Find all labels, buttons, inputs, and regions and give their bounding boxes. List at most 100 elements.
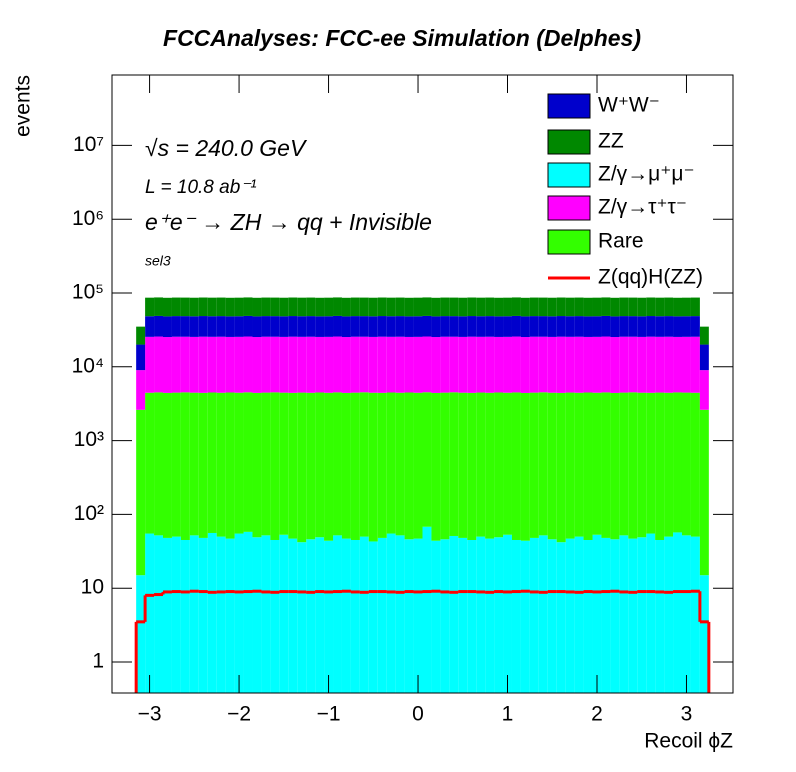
histogram-bar	[699, 326, 709, 345]
histogram-bar	[216, 297, 226, 317]
y-tick-label: 10⁴	[72, 354, 104, 377]
histogram-bar	[350, 297, 360, 317]
histogram-bar	[565, 297, 575, 317]
histogram-bar	[297, 297, 307, 317]
histogram-bar	[592, 392, 602, 535]
x-tick-label: 1	[502, 703, 514, 726]
histogram-bar	[225, 297, 235, 317]
histogram-bar	[511, 392, 521, 540]
histogram-bar	[485, 336, 495, 393]
x-tick-label: 2	[591, 703, 603, 726]
histogram-bar	[306, 316, 316, 337]
histogram-bar	[395, 535, 405, 693]
histogram-bar	[386, 336, 396, 393]
histogram-bar	[592, 297, 602, 317]
x-tick-label: −2	[227, 703, 251, 726]
histogram-bar	[315, 316, 325, 337]
histogram-bar	[189, 535, 199, 693]
histogram-bar	[458, 336, 468, 393]
histogram-bar	[699, 409, 709, 576]
histogram-bar	[368, 392, 378, 542]
histogram-bar	[207, 392, 217, 533]
histogram-bar	[547, 392, 557, 540]
histogram-bar	[449, 392, 459, 536]
histogram-bar	[655, 316, 665, 337]
histogram-bar	[315, 336, 325, 393]
histogram-bar	[449, 535, 459, 693]
histogram-bar	[386, 533, 396, 693]
histogram-bar	[440, 539, 450, 693]
histogram-bar	[243, 336, 253, 393]
histogram-bar	[163, 297, 172, 317]
histogram-bar	[681, 297, 691, 317]
histogram-bar	[440, 316, 450, 337]
histogram-bar	[243, 392, 253, 532]
histogram-bar	[386, 297, 396, 317]
histogram-bar	[368, 336, 378, 393]
histogram-bar	[458, 297, 468, 317]
y-tick-label: 10	[81, 576, 104, 599]
histogram-bar	[368, 541, 378, 693]
annotation: e⁺e⁻ → ZH → qq + Invisible	[145, 209, 432, 235]
histogram-bar	[485, 316, 495, 337]
histogram-bar	[511, 315, 521, 337]
histogram-bar	[529, 297, 539, 317]
histogram-bar	[538, 336, 548, 393]
histogram-bar	[673, 532, 682, 693]
histogram-bar	[136, 326, 146, 345]
histogram-bar	[279, 297, 289, 317]
histogram-bar	[520, 392, 530, 541]
histogram-bar	[574, 536, 584, 693]
histogram-bar	[171, 536, 181, 693]
histogram-bar	[270, 316, 280, 337]
histogram-bar	[297, 392, 307, 543]
histogram-bar	[350, 316, 360, 337]
histogram-bar	[449, 316, 459, 337]
legend-label: Rare	[598, 230, 644, 253]
histogram-bar	[252, 537, 262, 693]
histogram-bar	[538, 297, 548, 317]
histogram-bar	[350, 539, 360, 693]
histogram-bar	[619, 535, 629, 693]
histogram-bar	[324, 336, 334, 393]
histogram-bar	[619, 336, 629, 393]
histogram-bar	[315, 537, 325, 693]
histogram-bar	[673, 336, 682, 393]
histogram-bar	[154, 297, 164, 316]
histogram-bar	[681, 336, 691, 393]
histogram-bar	[458, 316, 468, 337]
histogram-bar	[279, 534, 289, 693]
histogram-bar	[646, 316, 656, 337]
histogram-bar	[315, 392, 325, 538]
histogram-bar	[476, 336, 486, 393]
histogram-bar	[404, 539, 414, 693]
histogram-bar	[252, 337, 262, 393]
histogram-bar	[404, 297, 414, 317]
histogram-bar	[279, 316, 289, 337]
histogram-bar	[574, 316, 584, 337]
histogram-bar	[386, 316, 396, 337]
histogram-bar	[288, 392, 298, 539]
histogram-bar	[619, 297, 629, 317]
histogram-bar	[673, 392, 682, 533]
histogram-bar	[431, 316, 441, 338]
histogram-bar	[565, 336, 575, 393]
histogram-bar	[422, 297, 432, 316]
histogram-bar	[664, 392, 674, 537]
histogram-bar	[243, 297, 253, 316]
histogram-bar	[306, 336, 316, 393]
histogram-bar	[404, 316, 414, 337]
histogram-bar	[288, 336, 298, 393]
histogram-bar	[198, 297, 208, 317]
histogram-bar	[207, 297, 217, 317]
histogram-bar	[547, 316, 557, 337]
histogram-bar	[136, 344, 146, 371]
histogram-bar	[476, 392, 486, 537]
histogram-bar	[163, 537, 172, 693]
histogram-bar	[279, 336, 289, 393]
histogram-bar	[359, 536, 369, 693]
histogram-bar	[485, 297, 495, 317]
histogram-bar	[511, 336, 521, 393]
histogram-bar	[655, 539, 665, 693]
